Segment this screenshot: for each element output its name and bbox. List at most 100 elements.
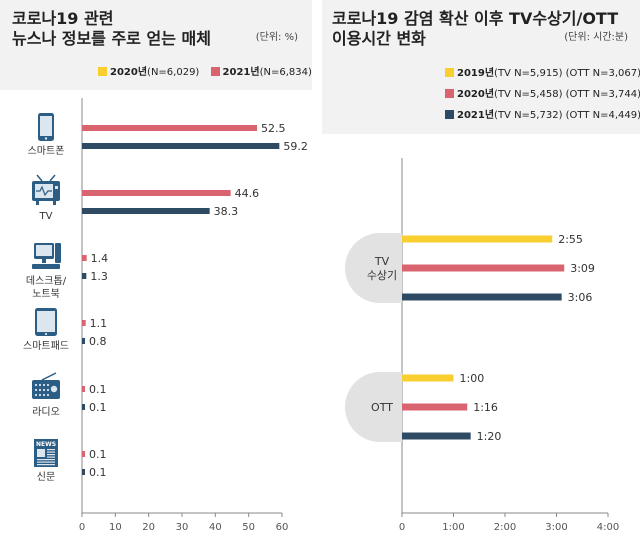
x-tick-label: 60 [276,522,289,533]
right-legend: 2019년(TV N=5,915) (OTT N=3,067) 2020년(TV… [445,63,640,126]
category-label: 신문 [37,471,55,483]
newspaper-text-line [37,464,55,466]
desktop-tower [55,243,61,263]
bar [82,273,87,279]
right-plot-area [322,134,640,557]
radio-speaker-dot [34,383,38,387]
tv-leg-right [53,201,56,205]
newspaper-text-line [47,451,55,453]
tv-icon [32,174,60,205]
bar [402,374,454,382]
radio-speaker-dot [46,388,50,392]
bar [82,386,85,392]
tv-leg-left [36,201,39,205]
data-label: 0.1 [89,448,107,461]
bar [82,469,85,475]
bar [402,235,553,243]
bar [82,125,257,131]
x-tick-label: 0 [399,522,405,533]
category-label: OTT [371,401,393,414]
x-tick-label: 50 [242,522,255,533]
radio-speaker-dot [42,388,46,392]
newspaper-text-line [47,449,55,451]
x-tick-label: 0 [79,522,85,533]
legend-swatch-2019 [445,68,454,77]
category-label: TV [374,255,390,268]
category-label: 스마트폰 [28,145,65,157]
left-unit-label: (단위: %) [255,32,298,43]
bar [82,338,85,344]
x-tick-label: 3:00 [545,522,567,533]
legend-swatch-2020 [98,67,107,76]
data-label: 0.1 [89,466,107,479]
bar [82,190,231,196]
data-label: 3:06 [568,291,593,304]
legend-swatch-2021-right [445,110,454,119]
tv-knob [55,186,58,189]
data-label: 0.1 [89,383,107,396]
desktop-icon [32,243,61,269]
x-tick-label: 2:00 [494,522,516,533]
radio-antenna [41,372,57,381]
data-label: 0.8 [89,335,107,348]
radio-speaker-dot [38,383,42,387]
legend-item-2020: 2020년(N=6,029) [98,67,199,78]
tv-antenna-left [36,174,43,182]
bar [402,293,562,301]
bar [82,451,85,457]
legend-swatch-2020-right [445,89,454,98]
smartphone-button [44,137,48,140]
radio-speaker-dot [46,393,50,397]
newspaper-text-line [47,456,55,458]
left-chart-svg: 0 10 20 30 40 50 60 스마트폰 52.5 59.2 TV 44.6 38.3 데스크톱/… [23,98,308,533]
bar [82,143,280,149]
tablet-button [44,332,48,336]
bar [402,403,468,411]
data-label: 1.4 [91,252,109,265]
bar [82,255,87,261]
radio-speaker-dot [42,383,46,387]
left-legend: 2020년(N=6,029) 2021년(N=6,834) [98,63,312,78]
left-title-line2: 뉴스나 정보를 주로 얻는 매체 [12,29,211,48]
newspaper-photo [37,449,45,457]
newspaper-text-line [37,461,55,463]
left-chart-title: 코로나19 관련 뉴스나 정보를 주로 얻는 매체 [12,9,211,49]
bar [402,264,565,272]
data-label: 1:20 [477,430,502,443]
right-title-line2: 이용시간 변화 [332,29,426,48]
data-label: 3:09 [570,262,595,275]
radio-speaker-dot [34,393,38,397]
radio-speaker-dot [38,393,42,397]
data-label: 2:55 [558,233,583,246]
newspaper-text-line [47,454,55,456]
category-label: 스마트패드 [23,340,69,352]
radio-speaker-dot [46,383,50,387]
data-label: 44.6 [235,187,260,200]
left-chart-panel: 코로나19 관련 뉴스나 정보를 주로 얻는 매체 (단위: %) 2020년(… [0,0,312,557]
category-label: 라디오 [32,406,60,418]
radio-speaker-dot [38,388,42,392]
right-chart-svg: 0 1:00 2:00 3:00 4:00 TV수상기 2:55 3:09 3:06 OTT 1:0… [345,158,619,533]
radio-speaker-dot [42,393,46,397]
left-title-line1: 코로나19 관련 [12,9,114,28]
smartphone-screen [40,116,52,136]
data-label: 1:00 [460,372,485,385]
newspaper-masthead: NEWS [36,441,56,448]
tablet-screen [37,311,55,332]
smartphone-icon [38,113,54,141]
newspaper-icon: NEWS [34,439,58,467]
legend-item-2020-right: 2020년(TV N=5,458) (OTT N=3,744) [445,84,640,105]
legend-item-2019: 2019년(TV N=5,915) (OTT N=3,067) [445,63,640,84]
x-tick-label: 4:00 [597,522,619,533]
tv-wave [36,185,52,197]
category-label-pill [345,372,402,442]
legend-swatch-2021 [210,67,220,76]
right-chart-panel: 코로나19 감염 확산 이후 TV수상기/OTT 이용시간 변화 (단위: 시간… [322,0,640,557]
data-label: 0.1 [89,401,107,414]
desktop-screen [36,245,52,256]
x-tick-label: 1:00 [442,522,464,533]
radio-dial [50,385,58,393]
bar [82,208,210,214]
data-label: 1.1 [90,317,108,330]
category-label-pill [345,233,402,303]
